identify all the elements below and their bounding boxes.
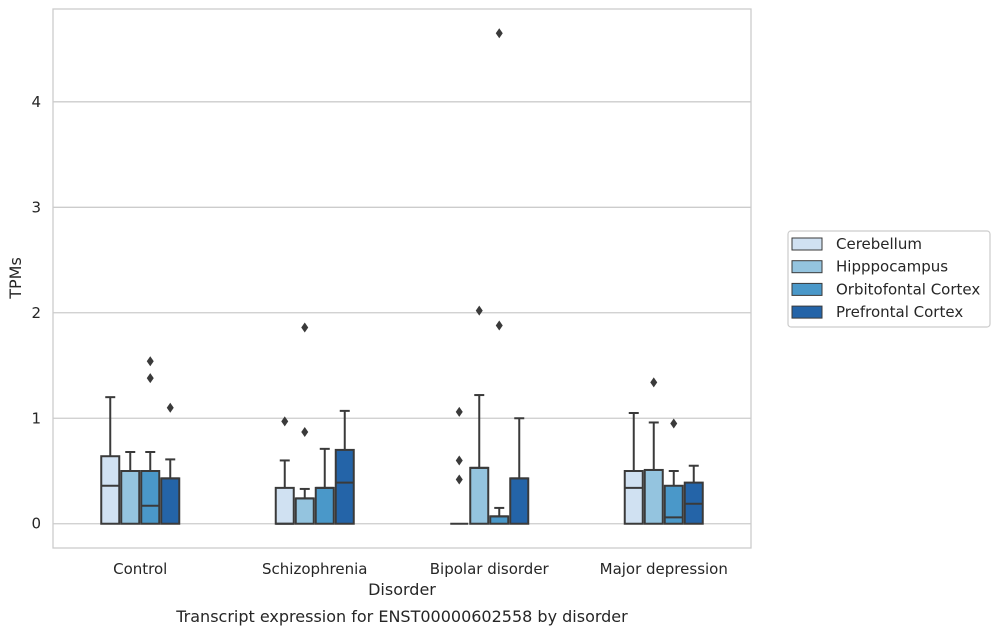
legend-label: Prefrontal Cortex	[836, 303, 963, 321]
box-outlier	[650, 377, 658, 388]
box-outlier	[495, 28, 503, 39]
x-tick-label: Schizophrenia	[262, 560, 367, 578]
box-outlier	[166, 402, 174, 413]
box-group	[274, 416, 295, 525]
box-body	[160, 477, 181, 525]
box-group	[489, 28, 510, 525]
box-outlier	[301, 322, 309, 333]
grid-lines	[53, 101, 751, 525]
box-group	[663, 418, 684, 525]
y-tick-label: 3	[31, 198, 41, 216]
y-tick-label: 1	[31, 409, 41, 427]
box-group	[643, 377, 664, 525]
box-outlier	[281, 416, 289, 427]
box-body	[334, 448, 355, 525]
box-outlier	[495, 320, 503, 331]
x-tick-labels: Control Schizophrenia Bipolar disorder Majo…	[113, 560, 728, 578]
box-body	[140, 470, 161, 525]
box-body	[294, 497, 315, 525]
legend-label: Hipppocampus	[836, 258, 948, 276]
legend-swatch	[791, 260, 823, 274]
box-body	[469, 466, 490, 525]
legend-label: Cerebellum	[836, 235, 922, 253]
box-group	[314, 447, 335, 525]
box-outlier	[301, 426, 309, 437]
box-outlier	[455, 406, 463, 417]
box-group	[140, 356, 161, 525]
box-group	[334, 409, 355, 525]
box-group	[450, 406, 469, 525]
box-outlier	[475, 305, 483, 316]
x-tick-label: Major depression	[600, 560, 728, 578]
legend-swatch	[791, 237, 823, 251]
box-group	[294, 322, 315, 525]
box-body	[489, 515, 510, 525]
box-outlier	[455, 474, 463, 485]
legend: Cerebellum Hipppocampus Orbitofontal Corte…	[787, 230, 991, 328]
legend-swatch	[791, 282, 823, 296]
box-body	[663, 484, 684, 525]
chart-title: Transcript expression for ENST0000060255…	[175, 607, 628, 626]
box-group	[100, 396, 121, 525]
box-body	[314, 486, 335, 525]
box-outlier	[146, 356, 154, 367]
box-group	[120, 451, 141, 525]
box-outlier	[146, 373, 154, 384]
y-tick-labels: 0 1 2 3 4	[31, 93, 41, 533]
legend-frame	[787, 230, 991, 328]
y-tick-label: 0	[31, 515, 41, 533]
legend-swatch	[791, 305, 823, 319]
box-body	[100, 455, 121, 525]
box-body	[623, 470, 644, 525]
box-group	[509, 417, 530, 525]
box-body	[274, 486, 295, 525]
box-outlier	[455, 455, 463, 466]
x-tick-label: Control	[113, 560, 167, 578]
box-body	[509, 477, 530, 525]
x-tick-label: Bipolar disorder	[430, 560, 550, 578]
legend-label: Orbitofontal Cortex	[836, 280, 980, 298]
box-body	[120, 470, 141, 525]
y-tick-label: 2	[31, 304, 41, 322]
y-tick-label: 4	[31, 93, 41, 111]
y-axis-label: TPMs	[6, 257, 25, 300]
x-axis-label: Disorder	[368, 580, 436, 599]
plot-frame	[52, 8, 752, 549]
box-groups	[100, 28, 704, 525]
box-body	[643, 468, 664, 525]
box-group	[160, 402, 181, 525]
box-group	[683, 464, 704, 525]
box-outlier	[670, 418, 678, 429]
box-group	[469, 305, 490, 525]
box-group	[623, 411, 644, 525]
